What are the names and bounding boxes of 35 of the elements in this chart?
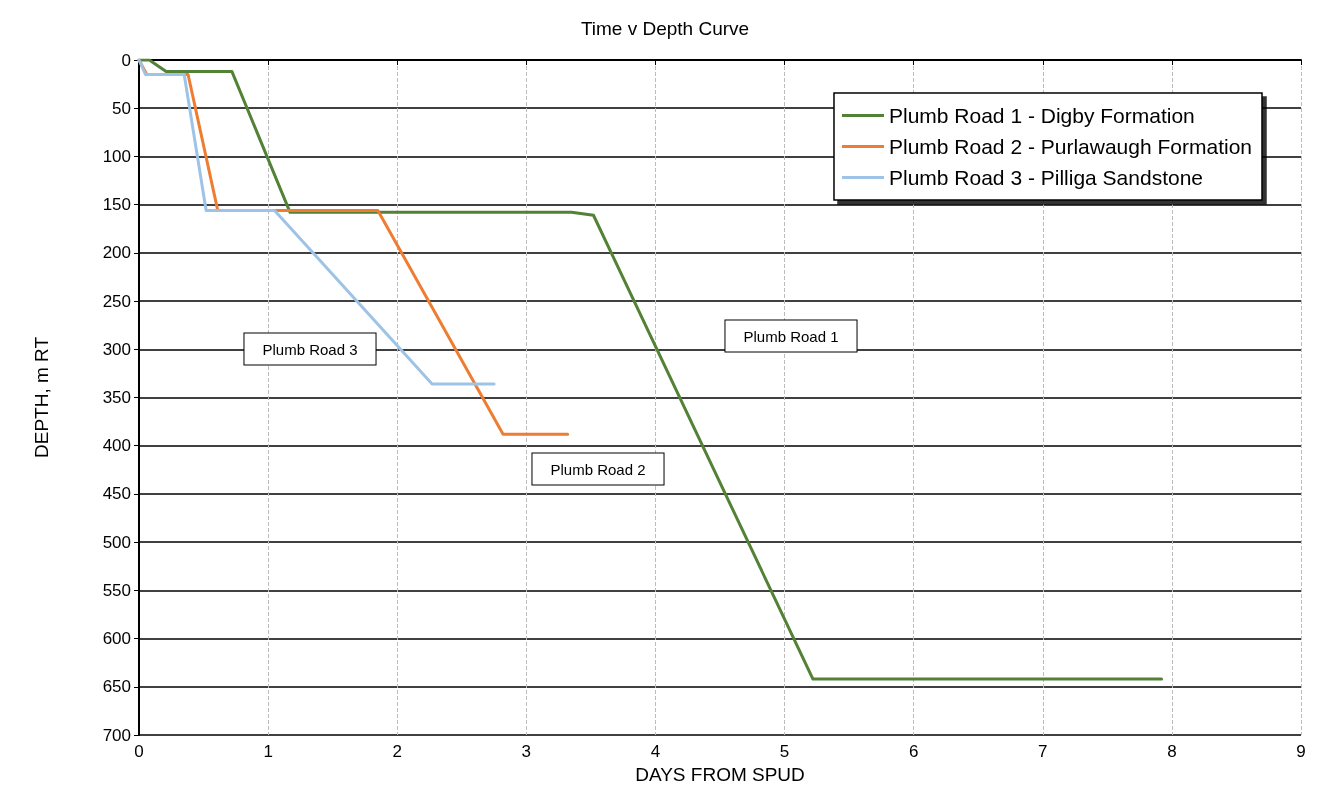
- annotation: Plumb Road 2: [550, 460, 646, 478]
- x-tick-label: 1: [263, 742, 273, 761]
- x-tick-label: 4: [650, 742, 661, 761]
- x-tick-label: 0: [134, 742, 144, 761]
- y-tick-label: 350: [102, 388, 131, 407]
- x-tick-label: 8: [1167, 742, 1177, 761]
- x-tick-label: 7: [1038, 742, 1048, 761]
- annotation: Plumb Road 3: [262, 340, 358, 358]
- annotation: Plumb Road 1: [743, 327, 839, 345]
- x-tick-label: 5: [779, 742, 790, 761]
- x-tick-label: 9: [1296, 742, 1306, 761]
- legend-label: Plumb Road 2 - Purlawaugh Formation: [888, 135, 1253, 158]
- x-axis-title: DAYS FROM SPUD: [635, 763, 805, 785]
- y-axis-title: DEPTH, m RT: [31, 336, 52, 459]
- y-tick-label: 0: [121, 50, 131, 70]
- legend-label: Plumb Road 1 - Digby Formation: [888, 104, 1195, 127]
- y-tick-label: 500: [102, 532, 131, 552]
- y-tick-label: 100: [102, 146, 131, 166]
- y-tick-label: 600: [102, 629, 131, 649]
- chart-title: Time v Depth Curve: [580, 18, 750, 39]
- y-tick-label: 700: [102, 725, 131, 745]
- y-tick-label: 250: [102, 291, 131, 311]
- y-tick-label: 650: [102, 677, 131, 697]
- y-tick-label: 200: [102, 243, 131, 263]
- legend-label: Plumb Road 3 - Pilliga Sandstone: [888, 166, 1204, 189]
- x-tick-label: 6: [908, 742, 919, 761]
- y-tick-label: 400: [102, 436, 131, 456]
- x-tick-label: 2: [392, 742, 402, 761]
- y-tick-label: 550: [102, 580, 131, 600]
- y-tick-label: 300: [102, 339, 131, 359]
- x-tick-label: 3: [521, 742, 532, 761]
- y-tick-label: 150: [102, 195, 131, 215]
- y-tick-label: 50: [112, 98, 131, 118]
- line-series: [137, 58, 496, 386]
- y-tick-label: 450: [102, 484, 131, 504]
